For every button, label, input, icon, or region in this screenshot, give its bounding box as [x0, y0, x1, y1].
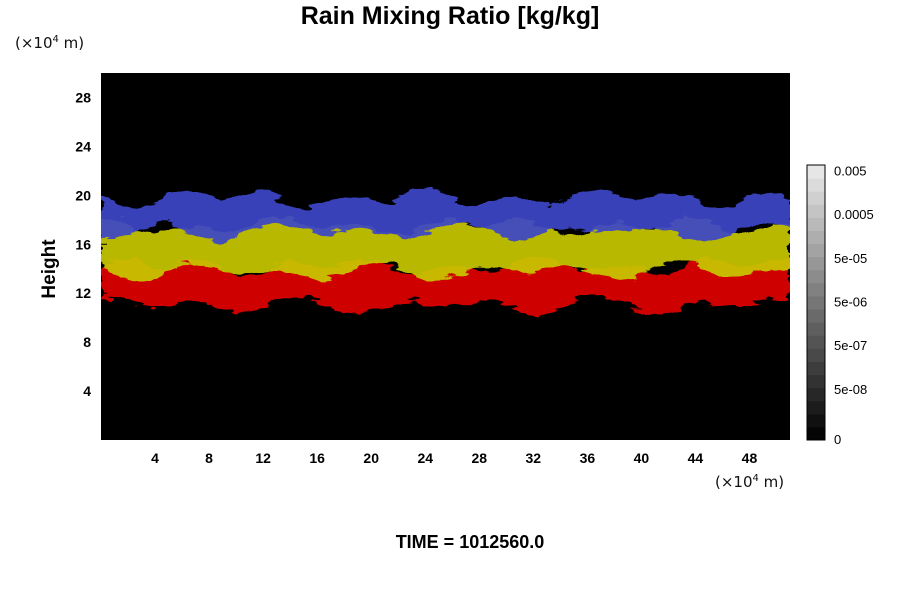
x-tick-label: 8 [205, 450, 213, 466]
y-tick-label: 4 [83, 383, 91, 399]
colorbar-level [807, 230, 825, 245]
x-tick-label: 44 [688, 450, 704, 466]
colorbar-level [807, 413, 825, 428]
colorbar-level [807, 217, 825, 231]
chart-title: Rain Mixing Ratio [kg/kg] [300, 2, 600, 30]
colorbar-level [807, 282, 825, 297]
y-tick-label: 16 [75, 236, 91, 252]
colorbar-level [807, 178, 825, 192]
x-tick-label: 20 [363, 450, 379, 466]
layer-blue [101, 187, 790, 243]
y-tick-label: 20 [75, 187, 91, 203]
y-tick-label: 28 [75, 89, 91, 105]
x-axis-ticks: 4 8 12 16 20 24 28 32 36 40 44 48 [151, 434, 757, 466]
x-tick-label: 28 [471, 450, 487, 466]
x-tick-label: 48 [742, 450, 758, 466]
colorbar-tick-label: 5e-07 [834, 338, 867, 353]
y-tick-label: 8 [83, 334, 91, 350]
x-tick-label: 32 [526, 450, 542, 466]
x-tick-label: 12 [255, 450, 271, 466]
colorbar-level [807, 309, 825, 323]
colorbar-tick-label: 0 [834, 432, 841, 447]
time-label: TIME = 1012560.0 [395, 532, 545, 552]
colorbar-level [807, 400, 825, 415]
colorbar-level [807, 426, 825, 441]
x-tick-label: 36 [580, 450, 596, 466]
x-tick-label: 16 [309, 450, 325, 466]
x-tick-label: 24 [417, 450, 433, 466]
colorbar-tick-label: 0.0005 [834, 207, 874, 222]
colorbar-level [807, 256, 825, 271]
colorbar-level [807, 361, 825, 376]
colorbar-tick-label: 5e-06 [834, 295, 867, 310]
colorbar-level [807, 348, 825, 362]
colorbar-level [807, 387, 825, 402]
colorbar-tick-label: 0.005 [834, 164, 867, 179]
colorbar-level [807, 295, 825, 310]
colorbar-level [807, 269, 825, 284]
colorbar-level [807, 322, 825, 336]
colorbar-tick-label: 5e-08 [834, 382, 867, 397]
y-axis-unit: (×104 m) [15, 34, 85, 52]
colorbar: 0 5e-08 5e-07 5e-06 5e-05 0.0005 0.005 [806, 164, 874, 447]
y-tick-label: 12 [75, 285, 91, 301]
colorbar-level [807, 165, 825, 179]
colorbar-level [807, 374, 825, 389]
colorbar-tick-label: 5e-05 [834, 251, 867, 266]
colorbar-level [807, 204, 825, 218]
x-tick-label: 40 [634, 450, 650, 466]
y-axis-ticks: 4 8 12 16 20 24 28 [75, 89, 107, 399]
y-tick-label: 24 [75, 138, 91, 154]
colorbar-level [807, 243, 825, 258]
colorbar-level [807, 335, 825, 349]
rain-layers [101, 187, 790, 315]
colorbar-frame [806, 164, 826, 441]
x-axis-unit: (×104 m) [715, 473, 785, 491]
colorbar-level [807, 191, 825, 205]
x-tick-label: 4 [151, 450, 159, 466]
